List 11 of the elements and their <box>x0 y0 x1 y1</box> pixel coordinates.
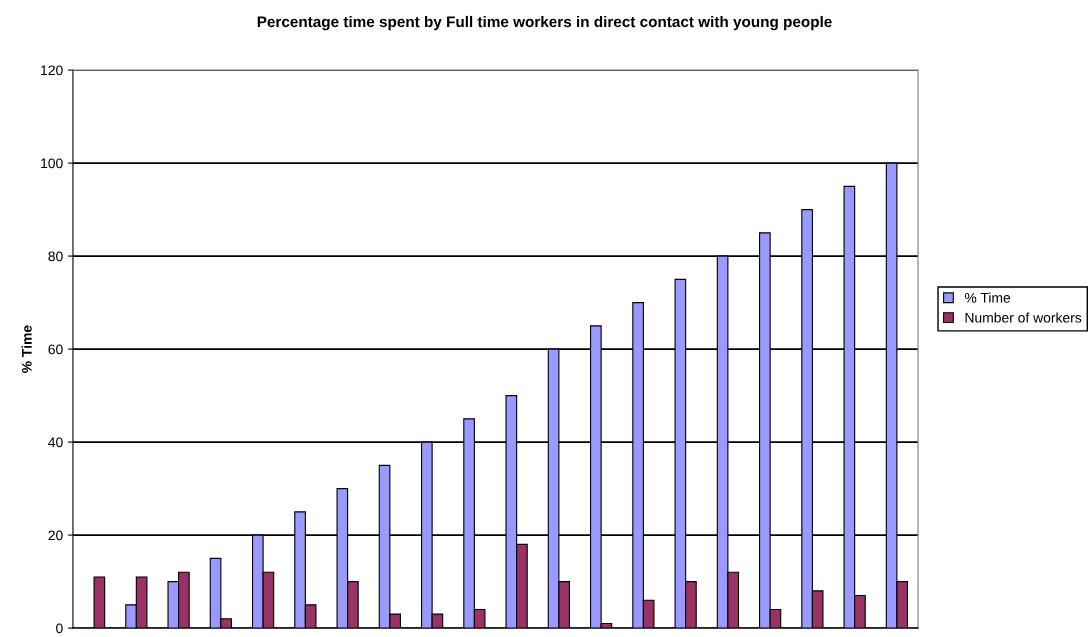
y-tick-label: 80 <box>48 251 63 262</box>
y-axis-title: % Time <box>21 325 32 373</box>
chart-title: Percentage time spent by Full time workers in direct contact with young people <box>257 15 832 31</box>
y-tick-label: 120 <box>41 65 63 76</box>
y-tick-label: 0 <box>56 623 63 634</box>
y-tick-label: 60 <box>48 344 63 355</box>
y-tick-label: 100 <box>41 158 63 169</box>
y-tick-label: 40 <box>48 437 63 448</box>
y-tick-label: 20 <box>48 530 63 541</box>
legend-label: % Time <box>964 292 1011 303</box>
legend-label: Number of workers <box>965 312 1082 323</box>
